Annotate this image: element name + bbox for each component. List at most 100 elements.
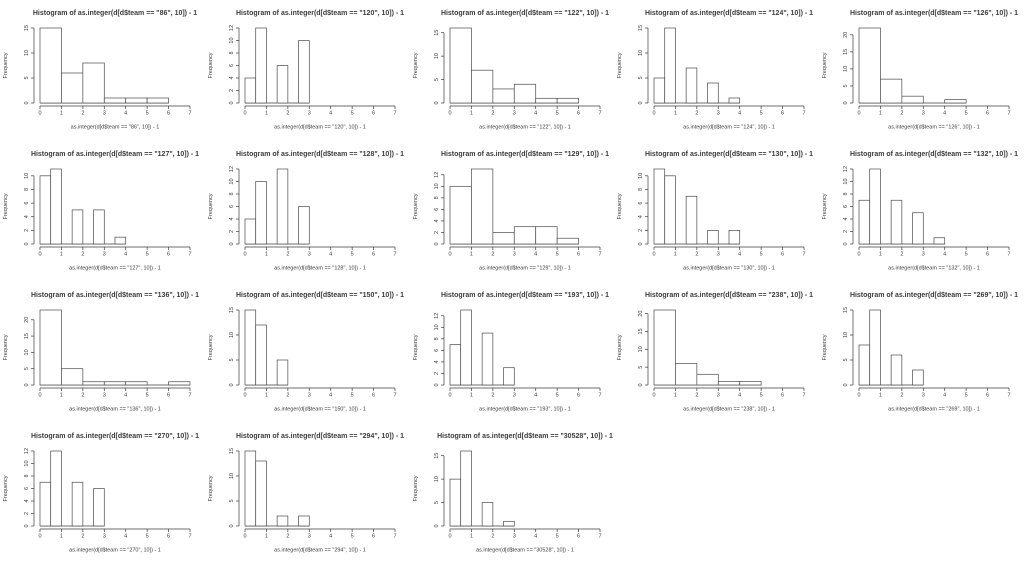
x-axis-label: as.integer(d[d$team == "120", 10]) - 1: [274, 124, 366, 130]
histogram-bar: [39, 27, 62, 104]
histogram-bar: [707, 230, 720, 245]
y-tick-label: 10: [843, 332, 849, 338]
histogram-bar: [858, 344, 871, 386]
y-tick-label: 5: [843, 84, 849, 87]
histogram-bar: [556, 97, 579, 104]
x-tick-label: 2: [901, 110, 904, 116]
chart-title: Histogram of as.integer(d[d$team == "132…: [850, 151, 1018, 158]
y-tick-label: 10: [843, 66, 849, 72]
x-tick-label: 2: [696, 110, 699, 116]
x-tick-label: 4: [329, 533, 332, 539]
y-tick-label: 5: [638, 76, 644, 79]
x-tick-label: 6: [577, 110, 580, 116]
chart-title: Histogram of as.integer(d[d$team == "294…: [236, 433, 404, 440]
x-tick-label: 1: [469, 251, 472, 257]
histogram-bar: [664, 27, 677, 104]
y-tick-label: 0: [434, 101, 440, 104]
histogram-bar: [912, 369, 924, 386]
y-tick-label: 8: [638, 188, 644, 191]
x-tick-label: 2: [81, 533, 84, 539]
histogram-plot: 0 1 2 3 4 5 6 7 0 5 10 15 Histogram of as.integer(d[…: [617, 10, 813, 130]
y-tick-label: 2: [434, 231, 440, 234]
y-tick-label: 0: [229, 383, 235, 386]
x-tick-label: 5: [760, 392, 763, 398]
x-tick-label: 5: [965, 392, 968, 398]
histogram-bar: [481, 332, 493, 386]
y-tick-label: 8: [229, 192, 235, 195]
y-tick-label: 0: [843, 101, 849, 104]
x-tick-label: 4: [329, 392, 332, 398]
x-axis-label: as.integer(d[d$team == "127", 10]) - 1: [69, 265, 161, 271]
x-tick-label: 6: [372, 533, 375, 539]
chart-title: Histogram of as.integer(d[d$team == "269…: [850, 292, 1018, 299]
histogram-bar: [255, 181, 267, 245]
x-tick-label: 3: [103, 110, 106, 116]
histogram-cell-128: 0 1 2 3 4 5 6 7 0 2 4 6 8 10 12 Histogram of as.integer…: [205, 141, 410, 282]
y-tick-label: 5: [229, 358, 235, 361]
y-tick-label: 0: [434, 242, 440, 245]
histogram-plot: 0 1 2 3 4 5 6 7 0 5 10 15 20 Histogram of as.integer(…: [617, 292, 813, 412]
x-tick-label: 3: [308, 110, 311, 116]
x-tick-label: 1: [60, 110, 63, 116]
chart-title: Histogram of as.integer(d[d$team == "86"…: [33, 10, 197, 17]
x-tick-label: 4: [329, 110, 332, 116]
x-axis-label: as.integer(d[d$team == "132", 10]) - 1: [888, 265, 980, 271]
y-tick-label: 10: [24, 173, 30, 179]
y-axis-label: Frequency: [208, 334, 214, 360]
y-axis-label: Frequency: [208, 52, 214, 78]
histogram-bar: [255, 27, 267, 104]
x-tick-label: 7: [803, 110, 806, 116]
histogram-bar: [50, 450, 62, 527]
x-tick-label: 0: [448, 533, 451, 539]
y-tick-label: 6: [434, 208, 440, 211]
x-tick-label: 1: [265, 392, 268, 398]
x-tick-label: 4: [124, 251, 127, 257]
x-tick-label: 1: [60, 251, 63, 257]
x-tick-label: 6: [577, 533, 580, 539]
x-axis-label: as.integer(d[d$team == "294", 10]) - 1: [274, 547, 366, 553]
histogram-bar: [534, 226, 558, 245]
histogram-plot: 0 1 2 3 4 5 6 7 0 5 10 15 Histogram of as.integer(d[…: [413, 433, 613, 553]
y-tick-label: 15: [434, 30, 440, 36]
x-tick-label: 1: [469, 533, 472, 539]
x-tick-label: 7: [188, 251, 191, 257]
y-tick-label: 2: [229, 89, 235, 92]
y-axis-label: Frequency: [617, 193, 623, 219]
x-tick-label: 3: [512, 533, 515, 539]
x-tick-label: 5: [965, 251, 968, 257]
y-tick-label: 4: [434, 360, 440, 363]
x-tick-label: 3: [308, 533, 311, 539]
chart-title: Histogram of as.integer(d[d$team == "193…: [441, 292, 609, 299]
histogram-bar: [449, 478, 461, 527]
x-tick-label: 1: [60, 392, 63, 398]
y-tick-label: 10: [638, 173, 644, 179]
y-tick-label: 10: [229, 37, 235, 43]
histogram-bar: [470, 69, 493, 104]
x-tick-label: 1: [265, 110, 268, 116]
y-tick-label: 10: [24, 50, 30, 56]
histogram-bar: [502, 367, 515, 386]
chart-title: Histogram of as.integer(d[d$team == "122…: [441, 10, 609, 17]
histogram-cell-127: 0 1 2 3 4 5 6 7 0 2 4 6 8 10 Histogram of as.integer(d…: [0, 141, 205, 282]
histogram-bar: [61, 368, 84, 386]
y-tick-label: 10: [434, 324, 440, 330]
histogram-bar: [93, 209, 105, 245]
x-tick-label: 5: [350, 533, 353, 539]
x-tick-label: 7: [803, 392, 806, 398]
y-tick-label: 15: [24, 333, 30, 339]
x-tick-label: 5: [146, 392, 149, 398]
histogram-bar: [481, 502, 493, 527]
histogram-cell-270: 0 1 2 3 4 5 6 7 0 2 4 6 8 10 12 Histogram of as.integer…: [0, 423, 205, 564]
y-tick-label: 15: [843, 307, 849, 313]
y-tick-label: 0: [843, 242, 849, 245]
y-tick-label: 10: [638, 346, 644, 352]
histogram-bar: [869, 309, 881, 386]
y-tick-label: 5: [638, 366, 644, 369]
histogram-bar: [82, 381, 105, 386]
y-axis-label: Frequency: [3, 475, 9, 501]
x-tick-label: 3: [103, 392, 106, 398]
histogram-bar: [103, 97, 127, 104]
x-tick-label: 2: [696, 251, 699, 257]
x-tick-label: 7: [803, 251, 806, 257]
